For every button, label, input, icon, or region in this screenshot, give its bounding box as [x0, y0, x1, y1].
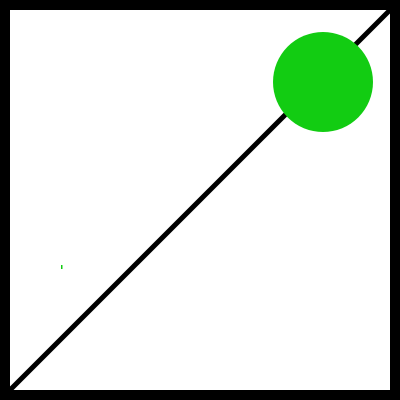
green-speck — [61, 265, 63, 269]
green-circle — [273, 32, 373, 132]
